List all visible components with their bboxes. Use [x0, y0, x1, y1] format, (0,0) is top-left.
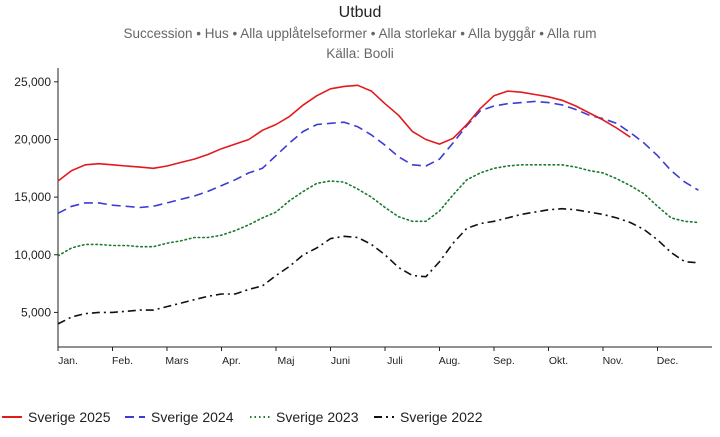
x-tick-label: Aug. [439, 355, 461, 367]
x-tick-label: Sep. [493, 355, 515, 367]
legend-item-2025[interactable]: Sverige 2025 [2, 409, 111, 425]
series-line-sverige-2022 [57, 207, 699, 325]
series-line-sverige-2023 [57, 164, 700, 257]
chart-plot: 5,000 10,000 15,000 20,000 25,000 Jan. Feb. Mar… [14, 68, 712, 367]
x-tick-label: Nov. [603, 355, 624, 367]
chart-axes: 5,000 10,000 15,000 20,000 25,000 Jan. Feb. Mar… [14, 68, 712, 367]
legend-label-2023: Sverige 2023 [276, 409, 359, 425]
x-tick-label: Juni [331, 355, 350, 367]
y-tick-label: 5,000 [21, 305, 51, 319]
legend-item-2024[interactable]: Sverige 2024 [125, 409, 234, 425]
legend-label-2022: Sverige 2022 [400, 409, 483, 425]
legend-swatch-2025 [2, 416, 22, 418]
x-tick-label: Jan. [58, 355, 78, 367]
chart-source: Källa: Booli [326, 46, 394, 61]
chart-series-lines [57, 84, 700, 325]
chart-legend: Sverige 2025 Sverige 2024 Sverige 2023 S… [0, 409, 720, 431]
x-tick-label: Maj [278, 355, 295, 367]
legend-item-2022[interactable]: Sverige 2022 [374, 409, 483, 425]
x-tick-label: Dec. [657, 355, 679, 367]
legend-label-2025: Sverige 2025 [28, 409, 111, 425]
legend-swatch-2023 [250, 416, 270, 418]
x-tick-label: Juli [387, 355, 403, 367]
legend-swatch-2024 [125, 416, 145, 418]
y-tick-label: 15,000 [14, 190, 51, 204]
legend-swatch-2022 [374, 416, 394, 418]
chart-title: Utbud [338, 4, 382, 21]
x-tick-label: Feb. [112, 355, 133, 367]
y-tick-label: 25,000 [14, 75, 51, 89]
legend-label-2024: Sverige 2024 [151, 409, 234, 425]
series-line-sverige-2024 [57, 100, 699, 215]
series-line-sverige-2025 [57, 84, 631, 182]
x-tick-label: Mars [165, 355, 188, 367]
x-tick-label: Apr. [222, 355, 241, 367]
y-tick-label: 20,000 [14, 132, 51, 146]
y-tick-label: 10,000 [14, 248, 51, 262]
legend-item-2023[interactable]: Sverige 2023 [250, 409, 359, 425]
x-tick-label: Okt. [549, 355, 568, 367]
chart-subtitle: Succession • Hus • Alla upplåtelseformer… [123, 26, 597, 41]
